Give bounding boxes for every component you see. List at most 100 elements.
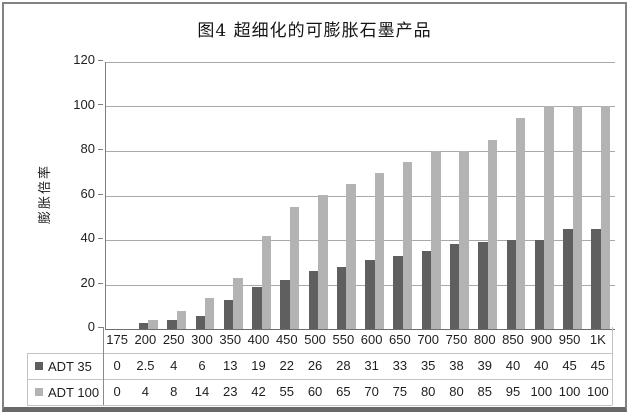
value-cell-adt-100-250: 8 (170, 384, 178, 399)
y-tick-label-60: 60 (80, 185, 95, 201)
value-cell-adt-35-450: 22 (279, 358, 295, 373)
gridline-100 (106, 106, 615, 107)
y-tick-mark-60 (98, 194, 103, 195)
value-cell-adt-35-650: 33 (392, 358, 408, 373)
value-cell-adt-35-950: 45 (562, 358, 577, 373)
y-tick-mark-100 (98, 104, 103, 105)
bar-adt-100-700 (431, 151, 441, 329)
value-cell-adt-100-1K: 100 (587, 384, 609, 399)
y-tick-mark-40 (98, 238, 103, 239)
y-tick-label-120: 120 (73, 52, 95, 67)
category-cell-650: 650 (389, 332, 411, 347)
value-cell-adt-35-400: 19 (251, 358, 266, 373)
table-left-border (27, 353, 28, 405)
gridline-60 (106, 196, 615, 197)
bar-adt-100-250 (176, 311, 187, 329)
value-cell-adt-35-1K: 45 (590, 358, 606, 373)
bar-adt-35-800 (478, 242, 488, 329)
bar-adt-35-450 (280, 280, 290, 329)
plot-area (105, 62, 615, 330)
y-axis-label: 膨胀倍率 (38, 164, 53, 225)
category-cell-750: 750 (445, 332, 468, 347)
value-cell-adt-100-900: 100 (530, 384, 553, 399)
value-cell-adt-100-450: 55 (279, 384, 295, 399)
value-cell-adt-100-200: 4 (141, 384, 150, 399)
bar-adt-100-1K (600, 106, 611, 329)
value-cell-adt-100-750: 80 (449, 384, 464, 399)
bar-adt-100-850 (516, 118, 526, 329)
bar-adt-35-200 (138, 323, 149, 329)
category-cell-300: 300 (191, 332, 213, 347)
bar-adt-100-400 (261, 236, 271, 329)
category-cell-500: 500 (304, 332, 326, 347)
bar-adt-35-950 (563, 229, 573, 329)
value-cell-adt-100-175: 0 (113, 384, 121, 399)
y-tick-mark-20 (98, 283, 103, 284)
value-cell-adt-35-750: 38 (449, 358, 464, 373)
category-cell-600: 600 (360, 332, 383, 347)
chart-title: 图4 超细化的可膨胀石墨产品 (197, 21, 432, 41)
bar-adt-35-500 (308, 271, 319, 329)
bar-adt-100-450 (289, 207, 300, 329)
table-row-border-2 (27, 379, 612, 380)
legend-label: ADT 35 (48, 358, 92, 374)
value-cell-adt-100-950: 100 (558, 384, 581, 399)
value-cell-adt-35-350: 13 (223, 358, 238, 373)
legend-cell-adt-35: ADT 35 (27, 353, 103, 379)
y-tick-label-0: 0 (87, 319, 95, 334)
legend-label: ADT 100 (48, 384, 100, 400)
bar-adt-100-600 (374, 173, 385, 329)
y-tick-label-20: 20 (80, 274, 95, 290)
table-divider-vertical (103, 327, 104, 405)
category-cell-950: 950 (558, 332, 581, 347)
bar-adt-100-900 (544, 106, 554, 329)
table-row-border-3 (27, 405, 612, 406)
value-cell-adt-100-600: 70 (364, 384, 379, 399)
value-cell-adt-35-700: 35 (420, 358, 436, 373)
value-cell-adt-35-800: 39 (477, 358, 492, 373)
value-cell-adt-35-900: 40 (534, 358, 549, 373)
gridline-40 (106, 240, 615, 241)
gridline-20 (106, 285, 615, 286)
bar-adt-100-750 (459, 151, 469, 329)
value-cell-adt-100-650: 75 (392, 384, 408, 399)
bar-adt-35-250 (167, 320, 177, 329)
category-cell-700: 700 (417, 332, 440, 347)
bar-adt-35-900 (534, 240, 545, 329)
y-tick-label-40: 40 (80, 230, 95, 245)
bar-adt-35-300 (195, 316, 205, 329)
bar-adt-35-750 (450, 244, 460, 329)
category-cell-900: 900 (530, 332, 553, 347)
bar-adt-100-550 (346, 184, 356, 329)
bar-adt-35-550 (336, 267, 347, 329)
y-tick-label-80: 80 (80, 141, 95, 156)
bar-adt-100-300 (204, 298, 215, 329)
legend-swatch-adt-35 (35, 362, 43, 370)
value-cell-adt-100-400: 42 (251, 384, 266, 399)
bar-adt-35-1K (591, 229, 601, 329)
bar-adt-100-950 (572, 106, 582, 329)
bar-adt-35-700 (421, 251, 432, 329)
value-cell-adt-100-800: 85 (477, 384, 492, 399)
table-row-border-1 (27, 353, 612, 354)
bar-adt-35-650 (393, 256, 403, 329)
category-cell-200: 200 (134, 332, 157, 347)
value-cell-adt-35-550: 28 (336, 358, 351, 373)
bar-adt-100-800 (487, 140, 498, 329)
value-cell-adt-100-350: 23 (223, 384, 238, 399)
category-cell-450: 450 (275, 332, 298, 347)
bar-adt-100-650 (402, 162, 413, 329)
category-cell-550: 550 (332, 332, 355, 347)
category-cell-175: 175 (106, 332, 128, 347)
value-cell-adt-100-850: 95 (505, 384, 521, 399)
category-cell-350: 350 (219, 332, 242, 347)
category-cell-1K: 1K (589, 332, 606, 347)
value-cell-adt-100-500: 60 (307, 384, 323, 399)
value-cell-adt-35-850: 40 (505, 358, 521, 373)
value-cell-adt-100-300: 14 (194, 384, 210, 399)
bar-adt-35-600 (365, 260, 375, 329)
legend-swatch-adt-100 (35, 388, 43, 396)
bar-adt-100-350 (233, 278, 243, 329)
category-cell-250: 250 (162, 332, 185, 347)
